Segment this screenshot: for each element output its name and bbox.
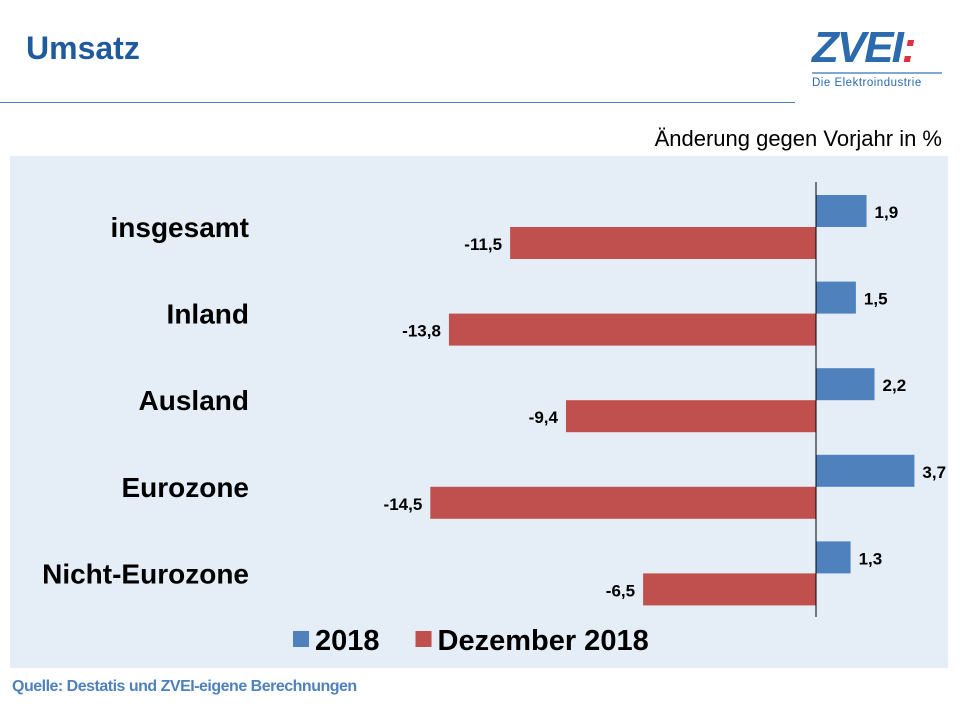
logo-subtitle: Die Elektroindustrie	[812, 77, 922, 89]
data-label: 3,7	[922, 463, 946, 482]
bar-dezember-2018	[430, 486, 816, 519]
category-label: insgesamt	[111, 212, 250, 243]
data-label: -11,5	[464, 235, 502, 254]
data-label: -6,5	[606, 581, 635, 600]
source-note: Quelle: Destatis und ZVEI-eigene Berechn…	[12, 678, 357, 695]
header-divider	[0, 102, 795, 103]
data-label: -9,4	[529, 408, 559, 427]
data-label: -13,8	[402, 322, 441, 341]
bar-dezember-2018	[448, 313, 816, 346]
legend-label: 2018	[315, 625, 380, 657]
bar-2018	[816, 454, 915, 487]
bar-dezember-2018	[643, 573, 816, 606]
data-label: 1,5	[864, 290, 888, 309]
bar-dezember-2018	[510, 227, 816, 259]
category-label: Nicht-Eurozone	[42, 558, 249, 589]
legend-swatch	[415, 631, 432, 647]
page-title: Umsatz	[26, 30, 140, 66]
category-label: Eurozone	[121, 472, 249, 503]
data-label: -14,5	[384, 495, 423, 514]
legend-label: Dezember 2018	[438, 625, 649, 657]
bar-2018	[816, 368, 875, 401]
zvei-logo: ZVEI: Die Elektroindustrie	[812, 26, 942, 89]
bar-2018	[816, 541, 851, 574]
unit-label: Änderung gegen Vorjahr in %	[654, 126, 942, 151]
category-label: Inland	[167, 299, 249, 330]
bar-dezember-2018	[565, 400, 816, 433]
data-label: 1,3	[859, 549, 883, 568]
bar-2018	[816, 195, 867, 227]
legend-swatch	[293, 631, 309, 647]
data-label: 2,2	[883, 376, 907, 395]
data-label: 1,9	[875, 203, 899, 222]
category-label: Ausland	[139, 385, 249, 416]
bar-2018	[816, 281, 856, 314]
